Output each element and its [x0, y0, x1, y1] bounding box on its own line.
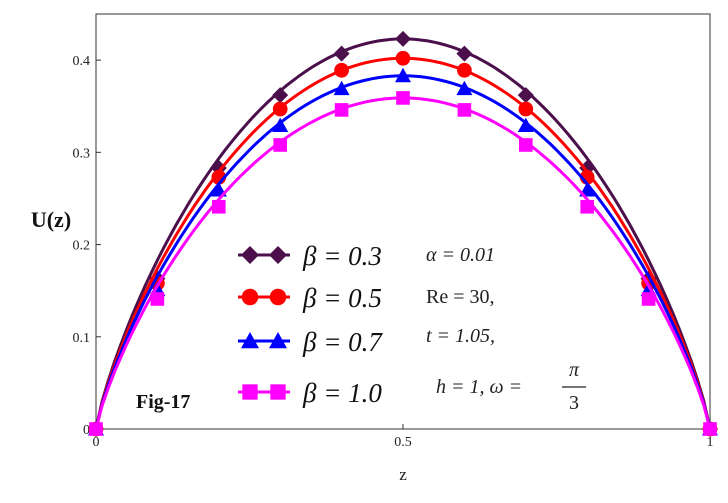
legend-marker — [241, 332, 259, 349]
data-point — [395, 50, 411, 66]
legend-marker — [269, 332, 287, 349]
legend-marker — [269, 288, 287, 306]
legend-marker — [241, 246, 259, 264]
data-point — [456, 80, 473, 96]
x-axis-label: z — [399, 465, 407, 484]
legend-label: β = 0.5 — [302, 283, 382, 313]
data-point — [273, 138, 287, 152]
legend-label: β = 0.3 — [302, 241, 382, 271]
axis-ticks: 0 0.5 1 0 0.1 0.2 0.3 0.4 — [73, 54, 714, 450]
series-4 — [89, 91, 717, 436]
x-tick-label: 0 — [93, 435, 100, 450]
data-point — [272, 87, 289, 104]
legend-item-1: β = 0.3 — [238, 241, 382, 271]
param-t: t = 1.05, — [426, 325, 495, 347]
data-point — [517, 117, 534, 132]
legend-label: β = 1.0 — [302, 378, 382, 408]
legend-marker — [241, 288, 259, 306]
legend-item-3: β = 0.7 — [238, 327, 383, 357]
data-point — [272, 101, 288, 117]
data-point — [396, 91, 410, 105]
series-layer — [88, 30, 718, 437]
omega-denominator: 3 — [569, 392, 579, 414]
data-point — [334, 103, 349, 117]
figure-label: Fig-17 — [136, 391, 190, 413]
legend-marker — [269, 246, 287, 264]
data-point — [703, 422, 717, 436]
series-line-3 — [94, 74, 712, 430]
data-point — [333, 80, 350, 96]
omega-numerator: π — [569, 359, 580, 381]
data-point — [519, 138, 533, 152]
series-3 — [88, 67, 718, 436]
param-h-omega: h = 1, ω = — [436, 376, 522, 398]
data-point — [212, 199, 226, 214]
y-tick-label: 0.3 — [73, 146, 91, 161]
data-point — [518, 101, 534, 117]
series-line-2 — [94, 56, 712, 430]
legend-label: β = 0.7 — [302, 327, 383, 357]
x-tick-label: 0.5 — [394, 435, 412, 450]
data-point — [334, 62, 349, 78]
data-point — [150, 292, 165, 306]
legend-item-4: β = 1.0 — [238, 378, 382, 408]
series-line-4 — [94, 96, 712, 430]
y-tick-label: 0.2 — [73, 239, 91, 254]
data-point — [517, 87, 534, 104]
x-tick-label: 1 — [707, 435, 714, 450]
data-point — [272, 117, 289, 132]
data-point — [580, 199, 594, 214]
y-tick-label: 0.1 — [73, 331, 91, 346]
y-tick-label: 0 — [83, 423, 90, 438]
legend-marker — [242, 384, 258, 400]
data-point — [641, 292, 656, 306]
legend: β = 0.3 β = 0.5 β = 0.7 β = 1.0 — [238, 241, 383, 408]
data-point — [456, 45, 473, 62]
parameter-annotations: α = 0.01 Re = 30, t = 1.05, h = 1, ω = π… — [426, 244, 586, 414]
param-alpha: α = 0.01 — [426, 244, 495, 266]
data-point — [457, 103, 472, 117]
data-point — [89, 422, 103, 436]
legend-item-2: β = 0.5 — [238, 283, 382, 313]
param-re: Re = 30, — [426, 286, 495, 308]
data-point — [395, 30, 411, 47]
data-point — [395, 67, 411, 83]
y-tick-label: 0.4 — [73, 54, 91, 69]
y-axis-label: U(z) — [31, 207, 71, 232]
data-point — [457, 62, 472, 78]
data-point — [333, 45, 350, 62]
legend-marker — [270, 384, 286, 400]
